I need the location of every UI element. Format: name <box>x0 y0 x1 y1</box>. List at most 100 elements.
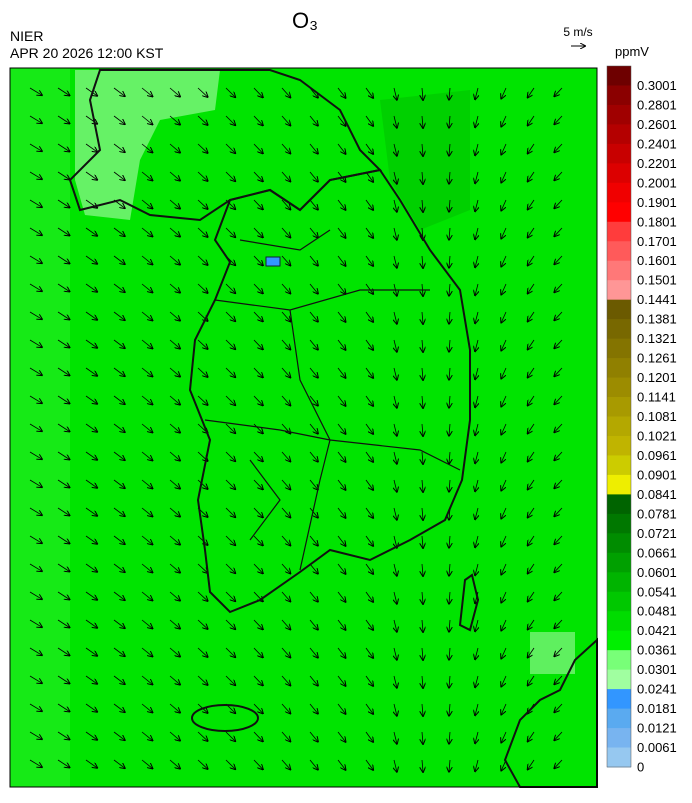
wind-arrow <box>169 451 180 461</box>
wind-arrow <box>475 311 478 323</box>
wind-arrow <box>141 227 152 236</box>
wind-arrow <box>141 507 152 516</box>
wind-arrow <box>113 535 125 544</box>
legend-label: 0.0421 <box>637 623 677 638</box>
wind-arrow <box>113 563 125 572</box>
wind-arrow <box>501 591 507 603</box>
datetime: APR 20 2026 12:00 KST <box>10 45 164 61</box>
wind-arrow <box>57 759 70 768</box>
legend-swatch <box>607 124 631 145</box>
wind-arrow <box>309 423 318 434</box>
wind-arrow <box>85 731 97 740</box>
wind-arrow <box>281 255 290 265</box>
wind-arrow <box>337 479 346 490</box>
wind-arrow <box>225 731 235 741</box>
wind-arrow <box>281 115 290 125</box>
wind-arrow <box>337 367 346 378</box>
legend-swatch <box>607 513 631 534</box>
wind-arrow <box>169 423 180 433</box>
wind-arrow <box>337 675 346 686</box>
wind-arrow <box>449 311 450 324</box>
wind-arrow <box>365 227 373 238</box>
wind-arrow <box>337 619 346 630</box>
wind-arrow <box>394 87 397 100</box>
wind-arrow <box>29 675 42 683</box>
wind-arrow <box>528 507 535 517</box>
wind-arrow <box>422 619 423 632</box>
wind-arrow <box>113 675 125 684</box>
legend-label: 0.1701 <box>637 234 677 249</box>
wind-arrow <box>449 199 450 212</box>
wind-arrow <box>141 87 152 96</box>
wind-arrow <box>528 311 535 321</box>
wind-arrow <box>57 395 70 404</box>
wind-arrow <box>554 143 563 152</box>
wind-arrow <box>449 591 450 604</box>
wind-arrow <box>528 283 535 293</box>
wind-arrow <box>141 171 152 180</box>
wind-arrow <box>309 199 318 210</box>
wind-arrow <box>57 507 70 516</box>
wind-arrow <box>365 143 373 154</box>
legend-label: 0.1321 <box>637 331 677 346</box>
wind-arrow <box>197 591 208 601</box>
wind-arrow <box>281 395 290 405</box>
wind-arrow <box>337 311 346 322</box>
legend-swatch <box>607 260 631 281</box>
wind-arrow <box>169 563 180 573</box>
wind-arrow <box>528 479 535 489</box>
legend-swatch <box>607 319 631 340</box>
wind-arrow <box>57 115 70 124</box>
map-frame <box>9 67 598 788</box>
wind-arrow <box>141 731 152 740</box>
wind-arrow <box>29 255 42 263</box>
wind-arrow <box>197 115 208 125</box>
wind-arrow <box>365 395 373 406</box>
wind-arrow <box>475 619 478 631</box>
wind-arrow <box>253 143 263 153</box>
legend-label: 0.1441 <box>637 292 677 307</box>
wind-arrow <box>365 675 373 686</box>
wind-arrow <box>501 507 507 519</box>
wind-arrow <box>85 759 97 768</box>
wind-arrow <box>501 199 507 211</box>
wind-arrow <box>57 703 70 712</box>
legend-label: 0.2401 <box>637 136 677 151</box>
wind-arrow <box>422 311 423 324</box>
wind-arrow <box>422 591 423 604</box>
wind-arrow <box>365 367 373 378</box>
legend-swatch <box>607 358 631 379</box>
wind-arrow <box>394 339 397 352</box>
wind-arrow <box>281 647 290 657</box>
wind-arrow <box>394 647 397 660</box>
wind-arrow <box>309 115 318 126</box>
wind-arrow <box>528 591 535 601</box>
wind-arrow <box>281 507 290 517</box>
legend-swatch <box>607 397 631 417</box>
wind-arrow <box>449 759 450 772</box>
wind-arrow <box>197 759 208 769</box>
wind-arrow <box>57 479 70 488</box>
wind-arrow <box>475 507 478 519</box>
legend-swatch <box>607 104 631 125</box>
legend-swatch <box>607 474 631 495</box>
wind-arrow <box>113 367 125 376</box>
wind-arrow <box>365 171 373 182</box>
wind-arrow <box>57 731 70 740</box>
legend-swatch <box>607 630 631 651</box>
wind-arrow <box>57 171 70 180</box>
legend-label: 0.0361 <box>637 643 677 658</box>
legend-swatch <box>607 435 631 456</box>
wind-arrow <box>85 283 97 292</box>
wind-arrow <box>113 339 125 348</box>
wind-arrow <box>29 171 42 179</box>
wind-arrow <box>394 479 397 492</box>
wind-arrow <box>501 339 507 351</box>
wind-arrow <box>85 479 97 488</box>
wind-arrow <box>281 367 290 377</box>
wind-arrow <box>365 479 373 490</box>
wind-arrow <box>337 143 346 154</box>
legend-label: 0.0241 <box>637 682 677 697</box>
wind-arrow <box>281 283 290 293</box>
